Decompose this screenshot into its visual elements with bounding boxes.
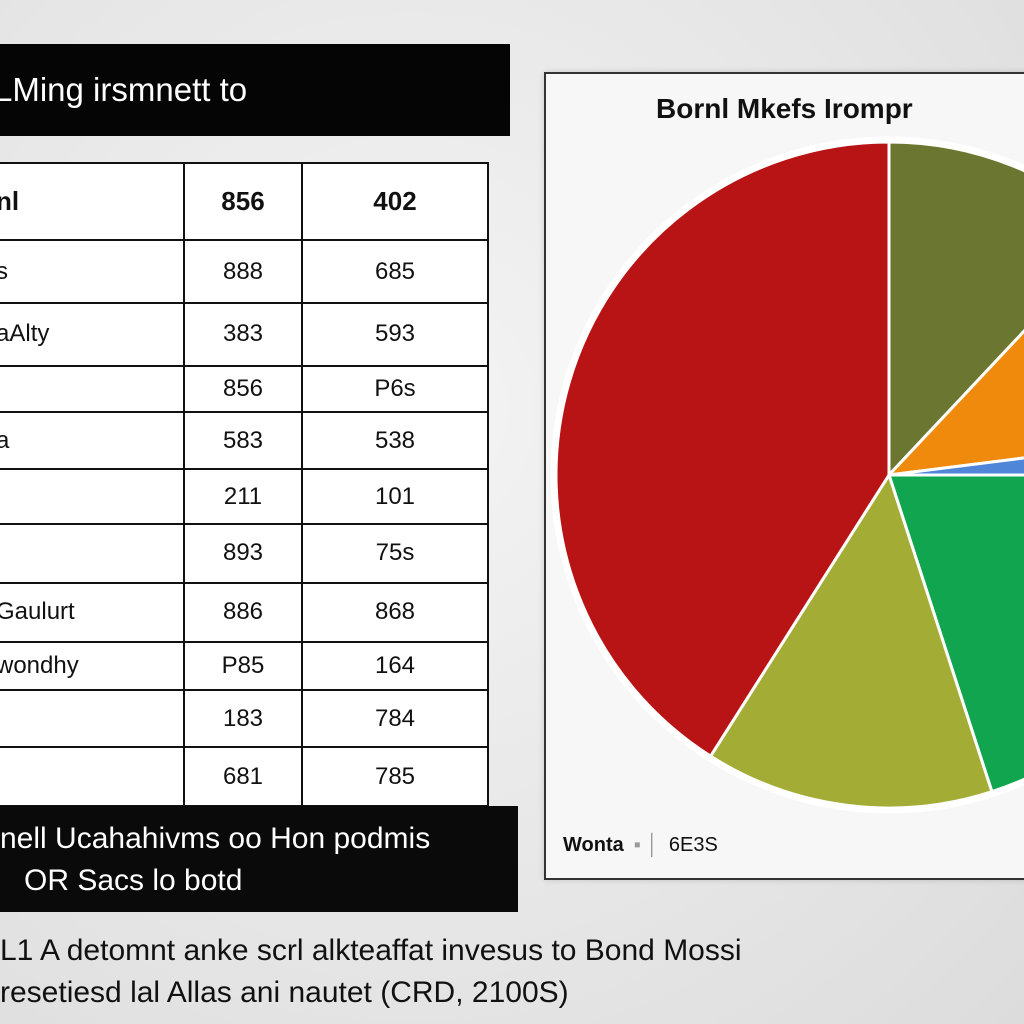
pie-chart bbox=[550, 136, 1024, 814]
pie-slice bbox=[708, 471, 994, 810]
table-row-label bbox=[0, 689, 185, 749]
table-cell: 164 bbox=[301, 640, 489, 692]
table-cell: 886 bbox=[183, 581, 303, 643]
table-row: 893 75s bbox=[0, 523, 489, 584]
chart-title: Bornl Mkefs Irompr bbox=[656, 93, 913, 124]
table-cell: 211 bbox=[183, 468, 303, 526]
table-cell: 681 bbox=[183, 746, 303, 807]
table-cell: 868 bbox=[301, 581, 489, 643]
table-row-label-text: Gaulurt bbox=[0, 598, 75, 626]
figure-caption: L1 A detomnt anke scrl alkteaffat invesu… bbox=[0, 930, 1024, 1014]
pie-slice bbox=[554, 140, 891, 759]
table-row-label-text: s bbox=[0, 258, 8, 285]
table-cell: 75s bbox=[301, 523, 489, 584]
pie-slice bbox=[887, 140, 1024, 479]
table-cell: 785 bbox=[301, 746, 489, 807]
table-row: 681 785 bbox=[0, 746, 489, 807]
table-cell: 856 bbox=[183, 364, 303, 414]
table-title-bar: LMing irsmnett to bbox=[0, 44, 510, 136]
table-row-label: nl bbox=[0, 161, 185, 242]
table-cell: 685 bbox=[301, 239, 489, 304]
caption-line-2: resetiesd lal Allas ani nautet (CRD, 210… bbox=[0, 976, 569, 1009]
legend-value: 6E3S bbox=[668, 834, 718, 856]
pie-slice bbox=[888, 456, 1024, 477]
table-row-label: wondhy bbox=[0, 640, 185, 692]
table-row-label: aAlty bbox=[0, 301, 185, 367]
table-row-label bbox=[0, 523, 185, 584]
table-cell: 383 bbox=[183, 301, 303, 367]
legend-separator: ▪ │ bbox=[633, 834, 659, 856]
table-cell: 183 bbox=[183, 689, 303, 749]
legend-label: Wonta bbox=[563, 834, 624, 856]
table-cell: 583 bbox=[183, 411, 303, 471]
note-box: nell Ucahahivms oo Hon podmis OR Sacs lo… bbox=[0, 806, 518, 912]
table-cell: P85 bbox=[183, 640, 303, 692]
table-row-label bbox=[0, 746, 185, 807]
table-cell: 402 bbox=[301, 161, 489, 242]
table-row-label-text: nl bbox=[0, 186, 20, 217]
table-row-label: s bbox=[0, 239, 185, 304]
table-row: 856 P6s bbox=[0, 364, 489, 414]
chart-legend: Wonta ▪ │ 6E3S bbox=[563, 834, 718, 857]
table-cell: 593 bbox=[301, 301, 489, 367]
table-row-label: Gaulurt bbox=[0, 581, 185, 643]
pie-slice bbox=[885, 329, 1024, 478]
table-row: 183 784 bbox=[0, 689, 489, 749]
note-line-1: nell Ucahahivms oo Hon podmis bbox=[0, 822, 431, 855]
table-row-label: a bbox=[0, 411, 185, 471]
table-cell: 888 bbox=[183, 239, 303, 304]
table-row: wondhy P85 164 bbox=[0, 640, 489, 692]
table-cell: 893 bbox=[183, 523, 303, 584]
pie-outline bbox=[550, 136, 1024, 814]
data-table-wrapper: nl856402s888685aAlty383593856P6sa5835382… bbox=[0, 161, 489, 807]
table-cell: 784 bbox=[301, 689, 489, 749]
table-row-label-text: wondhy bbox=[0, 651, 79, 679]
pie-slice bbox=[886, 473, 1024, 794]
table-cell: 101 bbox=[301, 468, 489, 526]
table-cell: 538 bbox=[301, 411, 489, 471]
table-cell: P6s bbox=[301, 364, 489, 414]
caption-line-1: L1 A detomnt anke scrl alkteaffat invesu… bbox=[0, 934, 742, 967]
note-line-2: OR Sacs lo botd bbox=[24, 864, 243, 897]
table-row-label bbox=[0, 468, 185, 526]
table-row: Gaulurt 886 868 bbox=[0, 581, 489, 643]
table-row-label bbox=[0, 364, 185, 414]
table-row: 211 101 bbox=[0, 468, 489, 526]
table-row: aAlty 383 593 bbox=[0, 301, 489, 367]
table-title: LMing irsmnett to bbox=[0, 71, 248, 108]
table-cell: 856 bbox=[183, 161, 303, 242]
table-row-label-text: a bbox=[0, 427, 9, 454]
table-row-label-text: aAlty bbox=[0, 320, 50, 348]
data-table: nl856402s888685aAlty383593856P6sa5835382… bbox=[0, 161, 489, 807]
